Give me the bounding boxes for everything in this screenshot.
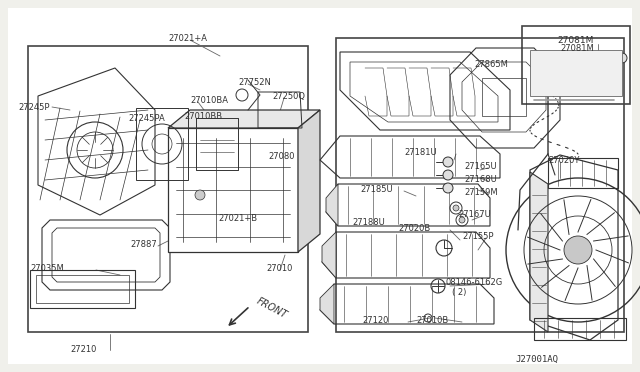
Polygon shape bbox=[168, 128, 298, 252]
Circle shape bbox=[443, 183, 453, 193]
Text: 27185U: 27185U bbox=[360, 185, 392, 194]
Bar bbox=[336, 38, 624, 332]
Text: 27155P: 27155P bbox=[462, 232, 493, 241]
Circle shape bbox=[459, 217, 465, 223]
Text: 08146-6162G: 08146-6162G bbox=[446, 278, 503, 287]
Text: 27887: 27887 bbox=[130, 240, 157, 249]
Polygon shape bbox=[326, 184, 338, 226]
Text: 27167U: 27167U bbox=[458, 210, 491, 219]
Text: 27165U: 27165U bbox=[464, 162, 497, 171]
Polygon shape bbox=[530, 172, 548, 332]
Bar bbox=[28, 46, 308, 332]
Polygon shape bbox=[168, 110, 320, 128]
Text: 27010BB: 27010BB bbox=[184, 112, 222, 121]
Circle shape bbox=[195, 190, 205, 200]
Polygon shape bbox=[298, 110, 320, 252]
Text: 27080: 27080 bbox=[268, 152, 294, 161]
Text: 27245PA: 27245PA bbox=[128, 114, 164, 123]
Text: 27010BA: 27010BA bbox=[190, 96, 228, 105]
Circle shape bbox=[443, 170, 453, 180]
Text: 27081M: 27081M bbox=[558, 35, 594, 45]
Text: 27250Q: 27250Q bbox=[272, 92, 305, 101]
Text: 27188U: 27188U bbox=[352, 218, 385, 227]
Text: 27021+A: 27021+A bbox=[168, 34, 207, 43]
Circle shape bbox=[443, 157, 453, 167]
Text: 27020Y: 27020Y bbox=[548, 156, 579, 165]
Polygon shape bbox=[320, 284, 334, 324]
Bar bbox=[482, 78, 526, 116]
Text: 27210: 27210 bbox=[70, 345, 97, 354]
Polygon shape bbox=[322, 232, 336, 278]
Text: 27010B: 27010B bbox=[416, 316, 448, 325]
Bar bbox=[522, 26, 630, 104]
Text: ( 2): ( 2) bbox=[452, 288, 467, 297]
Text: FRONT: FRONT bbox=[255, 296, 289, 320]
Bar bbox=[530, 50, 622, 96]
Text: 27021+B: 27021+B bbox=[218, 214, 257, 223]
Circle shape bbox=[453, 205, 459, 211]
Text: 27245P: 27245P bbox=[18, 103, 49, 112]
Text: 27035M: 27035M bbox=[30, 264, 64, 273]
Circle shape bbox=[617, 53, 627, 63]
Circle shape bbox=[564, 236, 592, 264]
Text: 27159M: 27159M bbox=[464, 188, 498, 197]
Text: 27865M: 27865M bbox=[474, 60, 508, 69]
Text: 27752N: 27752N bbox=[238, 78, 271, 87]
Text: 27168U: 27168U bbox=[464, 175, 497, 184]
Text: 27181U: 27181U bbox=[404, 148, 436, 157]
Text: 27010: 27010 bbox=[266, 264, 292, 273]
Text: 27020B: 27020B bbox=[398, 224, 430, 233]
Text: J27001AQ: J27001AQ bbox=[515, 355, 558, 364]
Text: 27081M: 27081M bbox=[560, 44, 594, 53]
Text: 27120: 27120 bbox=[362, 316, 388, 325]
